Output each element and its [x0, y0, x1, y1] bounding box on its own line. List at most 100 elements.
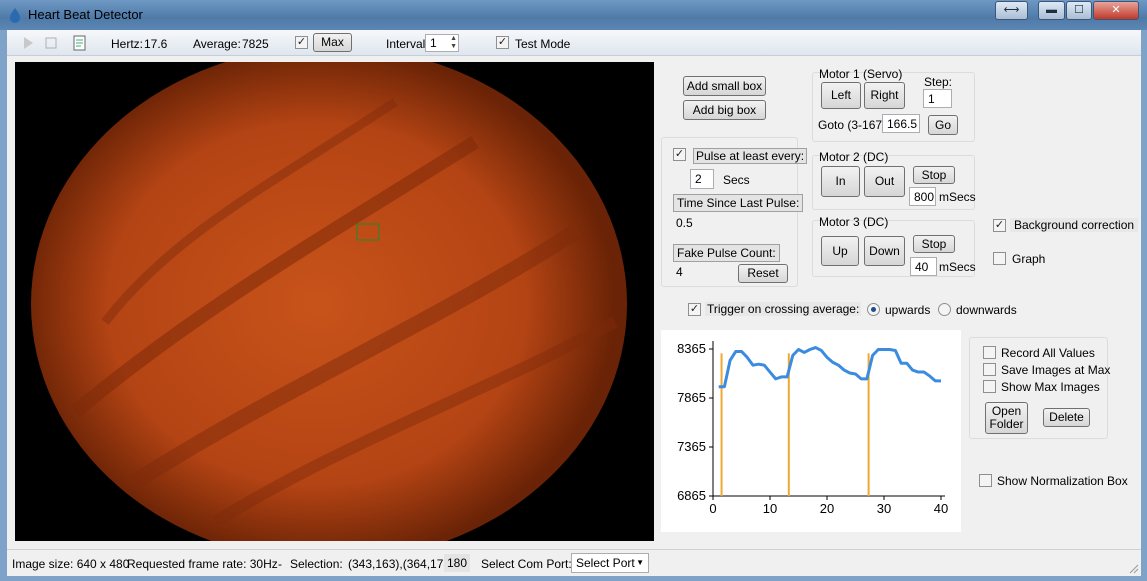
value-graph: 6865 7365 7865 8365 0 10 20 30 40	[661, 330, 961, 532]
hertz-value: 17.6	[144, 37, 168, 51]
max-button[interactable]: Max	[313, 33, 352, 52]
trigger-label: Trigger on crossing average:	[705, 302, 862, 316]
restore-resize-button[interactable]: ⟷	[995, 1, 1028, 20]
app-icon	[10, 8, 20, 23]
com-port-value: Select Port	[576, 556, 635, 570]
com-port-label: Select Com Port:	[481, 557, 572, 571]
motor3-up-button[interactable]: Up	[821, 236, 859, 266]
maximize-button[interactable]: ☐	[1066, 1, 1092, 20]
open-folder-line2: Folder	[989, 417, 1024, 431]
y-tick-label: 8365	[677, 341, 706, 356]
show-normalization-label: Show Normalization Box	[997, 474, 1128, 488]
status-selection-count: 180	[444, 554, 471, 572]
add-small-box-button[interactable]: Add small box	[683, 76, 766, 96]
y-tick-label: 7865	[677, 390, 706, 405]
x-tick-label: 30	[877, 501, 891, 516]
trigger-checkbox[interactable]: ✓	[688, 303, 701, 316]
save-images-label: Save Images at Max	[1001, 363, 1111, 377]
motor1-title: Motor 1 (Servo)	[819, 67, 903, 81]
motor2-msecs-input[interactable]: 800	[909, 187, 936, 206]
goto-label: Goto (3-167):	[818, 118, 890, 132]
value-series-line	[718, 346, 941, 389]
selection-box[interactable]	[356, 223, 380, 241]
motor3-down-button[interactable]: Down	[864, 236, 905, 266]
title-bar: Heart Beat Detector ⟷ ▬ ☐ ✕	[0, 0, 1147, 30]
pulse-checkbox[interactable]: ✓	[673, 148, 686, 161]
upwards-label: upwards	[885, 303, 931, 317]
motor1-right-button[interactable]: Right	[864, 82, 905, 109]
record-all-checkbox[interactable]	[983, 346, 996, 359]
goto-go-button[interactable]: Go	[928, 115, 958, 135]
retina-image	[31, 62, 627, 541]
motor3-msecs-label: mSecs	[939, 260, 976, 274]
graph-checkbox[interactable]	[993, 252, 1006, 265]
pulse-secs-input[interactable]: 2	[690, 169, 714, 189]
play-icon[interactable]	[21, 36, 35, 50]
motor3-group	[812, 220, 975, 277]
x-tick-label: 10	[763, 501, 777, 516]
window-title: Heart Beat Detector	[28, 7, 143, 22]
settings-icon[interactable]	[72, 35, 88, 51]
pulse-label: Pulse at least every:	[693, 148, 808, 164]
hertz-label: Hertz:	[111, 37, 144, 51]
pulse-group	[661, 137, 798, 287]
x-tick-label: 0	[709, 501, 716, 516]
status-image-size: Image size: 640 x 480	[12, 557, 130, 571]
record-group	[969, 337, 1108, 439]
status-bar: Image size: 640 x 480 Requested frame ra…	[7, 549, 1141, 576]
record-all-label: Record All Values	[1001, 346, 1095, 360]
resize-grip-icon[interactable]	[1127, 562, 1139, 574]
motor3-msecs-input[interactable]: 40	[910, 257, 937, 276]
step-label: Step:	[924, 75, 953, 89]
minimize-button[interactable]: ▬	[1038, 1, 1065, 20]
status-separator: -	[278, 557, 282, 571]
interval-value: 1	[430, 36, 437, 50]
step-input[interactable]: 1	[923, 89, 952, 108]
upwards-radio[interactable]	[867, 303, 880, 316]
status-frame-rate: Requested frame rate: 30Hz	[127, 557, 278, 571]
line-chart: 6865 7365 7865 8365 0 10 20 30 40	[677, 341, 948, 516]
chevron-down-icon[interactable]: ▼	[636, 558, 644, 567]
motor2-title: Motor 2 (DC)	[819, 150, 889, 164]
x-tick-label: 20	[820, 501, 834, 516]
downwards-label: downwards	[956, 303, 1017, 317]
motor1-left-button[interactable]: Left	[821, 82, 861, 109]
x-tick-label: 40	[934, 501, 948, 516]
motor3-title: Motor 3 (DC)	[819, 215, 889, 229]
background-correction-checkbox[interactable]: ✓	[993, 219, 1006, 232]
time-since-label: Time Since Last Pulse:	[673, 194, 804, 212]
average-value: 7825	[242, 37, 269, 51]
stop-icon[interactable]	[44, 36, 58, 50]
graph-label: Graph	[1012, 252, 1046, 266]
y-tick-label: 7365	[677, 439, 706, 454]
motor2-msecs-label: mSecs	[939, 190, 976, 204]
save-images-checkbox[interactable]	[983, 363, 996, 376]
camera-image[interactable]	[15, 62, 654, 541]
max-checkbox[interactable]: ✓	[295, 36, 308, 49]
stepper-arrows-icon[interactable]: ▲ ▼	[450, 35, 457, 50]
goto-input[interactable]: 166.5	[882, 114, 920, 133]
downwards-radio[interactable]	[938, 303, 951, 316]
status-selection-label: Selection:	[290, 557, 343, 571]
test-mode-checkbox[interactable]: ✓	[496, 36, 509, 49]
com-port-select[interactable]: Select Port ▼	[571, 553, 649, 573]
motor2-in-button[interactable]: In	[821, 166, 860, 197]
close-button[interactable]: ✕	[1093, 1, 1139, 20]
show-max-checkbox[interactable]	[983, 380, 996, 393]
status-selection-value: (343,163),(364,178)	[348, 557, 455, 571]
show-normalization-checkbox[interactable]	[979, 474, 992, 487]
interval-stepper[interactable]: 1 ▲ ▼	[425, 34, 459, 52]
reset-button[interactable]: Reset	[738, 264, 788, 283]
motor2-out-button[interactable]: Out	[864, 166, 905, 197]
open-folder-line1: Open	[991, 404, 1022, 418]
average-label: Average:	[193, 37, 241, 51]
y-tick-label: 6865	[677, 488, 706, 503]
motor2-stop-button[interactable]: Stop	[913, 166, 955, 184]
open-folder-button[interactable]: Open Folder	[985, 402, 1028, 434]
add-big-box-button[interactable]: Add big box	[683, 100, 766, 120]
delete-button[interactable]: Delete	[1043, 408, 1090, 427]
secs-label: Secs	[723, 173, 750, 187]
motor1-group	[812, 72, 975, 142]
motor3-stop-button[interactable]: Stop	[913, 235, 955, 253]
show-max-label: Show Max Images	[1001, 380, 1100, 394]
